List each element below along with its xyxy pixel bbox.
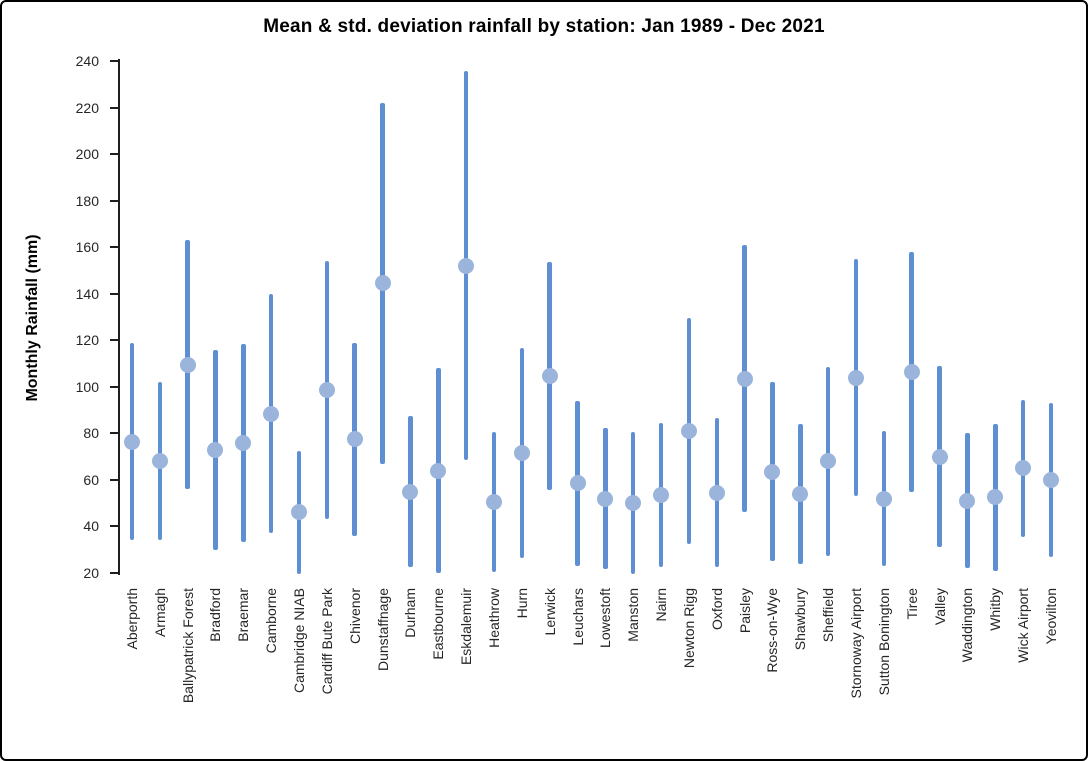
x-axis-label: Lerwick [541, 588, 558, 636]
mean-dot [875, 490, 892, 507]
y-tick-label: 100 [75, 378, 99, 395]
x-axis-label: Waddington [959, 588, 976, 663]
y-tick-label: 40 [83, 518, 99, 535]
x-axis-label: Tiree [903, 588, 920, 620]
x-axis-label: Manston [625, 588, 642, 642]
y-axis-line [118, 59, 120, 575]
mean-dot [123, 433, 140, 450]
x-axis-label: Aberporth [123, 588, 140, 650]
x-axis-label: Heathrow [485, 588, 502, 648]
y-tick-label: 80 [83, 425, 99, 442]
mean-dot [764, 463, 781, 480]
x-axis-label: Hurn [513, 588, 530, 619]
mean-dot [569, 475, 586, 492]
mean-dot [207, 441, 224, 458]
x-axis-label: Stornoway Airport [848, 588, 864, 699]
mean-dot [1015, 460, 1032, 477]
y-tick-label: 140 [75, 285, 99, 302]
x-axis-label: Lowestoft [597, 588, 614, 648]
y-axis-title: Monthly Rainfall (mm) [24, 234, 41, 402]
x-axis-label: Bradford [207, 588, 224, 642]
x-axis-label: Camborne [263, 588, 280, 654]
y-tick-label: 120 [75, 332, 99, 349]
x-axis-label: Valley [931, 588, 948, 626]
x-axis-label: Leuchars [569, 588, 586, 646]
mean-dot [346, 431, 363, 448]
y-axis-tick [110, 432, 120, 435]
mean-dot [318, 382, 335, 399]
mean-dot [430, 462, 447, 479]
mean-dot [151, 453, 168, 470]
y-axis-tick [110, 292, 120, 295]
x-axis-label: Cardiff Bute Park [318, 588, 335, 695]
x-axis-label: Oxford [708, 588, 725, 631]
x-axis-label: Newton Rigg [680, 588, 697, 669]
y-axis-tick [110, 199, 120, 202]
x-axis-label: Sutton Bonington [875, 588, 892, 696]
mean-dot [931, 448, 948, 465]
mean-dot [1042, 471, 1059, 488]
x-axis-label: Nairn [653, 588, 670, 622]
mean-dot [458, 257, 475, 274]
mean-dot [708, 484, 725, 501]
y-axis-tick [110, 525, 120, 528]
mean-dot [513, 445, 530, 462]
chart-title: Mean & std. deviation rainfall by statio… [263, 16, 825, 37]
x-axis-label: Ross-on-Wye [764, 588, 781, 673]
mean-dot [987, 489, 1004, 506]
x-axis-label: Eastbourne [430, 588, 447, 660]
y-tick-label: 220 [75, 99, 99, 116]
mean-dot [959, 492, 976, 509]
x-axis-label: Braemar [235, 588, 252, 642]
y-axis-tick [110, 60, 120, 62]
mean-dot [374, 275, 391, 292]
y-axis-tick [110, 106, 120, 109]
y-tick-label: 200 [75, 146, 99, 163]
mean-dot [291, 504, 307, 521]
x-axis-label: Durham [402, 588, 419, 638]
x-axis-label: Whitby [987, 588, 1004, 631]
y-axis-tick [110, 339, 120, 342]
y-tick-label: 160 [75, 239, 99, 256]
x-axis-label: Ballypatrick Forest [179, 588, 196, 704]
x-axis-label: Wick Airport [1015, 588, 1032, 663]
x-axis-label: Chivenor [346, 588, 363, 645]
mean-dot [820, 453, 837, 470]
mean-dot [848, 369, 864, 386]
x-axis-label: Eskdalemuir [458, 588, 475, 666]
x-axis-label: Armagh [151, 588, 168, 638]
y-axis-tick [110, 385, 120, 388]
mean-dot [625, 495, 642, 512]
x-axis-label: Dunstaffnage [374, 588, 391, 672]
y-tick-label: 240 [75, 53, 99, 69]
mean-dot [263, 405, 280, 422]
mean-dot [903, 363, 920, 380]
x-axis-label: Sheffield [820, 588, 837, 643]
mean-dot [235, 434, 252, 451]
y-axis-tick [110, 478, 120, 481]
x-axis-label: Shawbury [792, 588, 809, 651]
mean-dot [597, 490, 614, 507]
y-tick-label: 180 [75, 192, 99, 209]
mean-dot [680, 423, 697, 440]
mean-dot [736, 370, 753, 387]
y-axis-tick [110, 572, 120, 574]
y-axis-tick [110, 246, 120, 249]
mean-dot [402, 483, 419, 500]
mean-dot [653, 487, 670, 504]
mean-dot [179, 356, 196, 373]
mean-dot [792, 485, 809, 502]
mean-dot [541, 368, 558, 385]
x-axis-label: Cambridge NIAB [291, 588, 307, 694]
x-axis-label: Paisley [736, 588, 753, 634]
y-tick-label: 20 [83, 565, 99, 581]
y-tick-label: 60 [83, 471, 99, 488]
mean-dot [485, 494, 502, 511]
y-axis-tick [110, 153, 120, 156]
x-axis-label: Yeovilton [1042, 588, 1059, 645]
